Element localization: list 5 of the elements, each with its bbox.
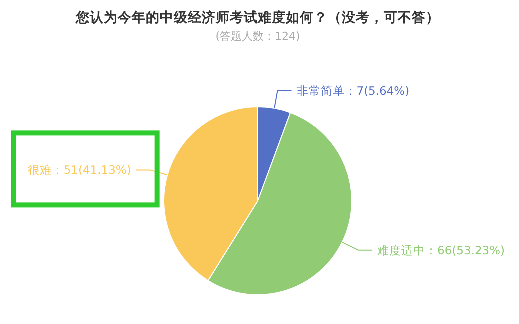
slice-label: 很难：51(41.13%): [28, 163, 132, 178]
chart-subtitle: (答题人数：124): [216, 30, 300, 43]
slice-label: 非常简单：7(5.64%): [296, 84, 410, 98]
chart-title: 您认为今年的中级经济师考试难度如何？（没考，可不答）: [75, 9, 440, 26]
slice-label: 难度适中：66(53.23%): [376, 243, 506, 258]
